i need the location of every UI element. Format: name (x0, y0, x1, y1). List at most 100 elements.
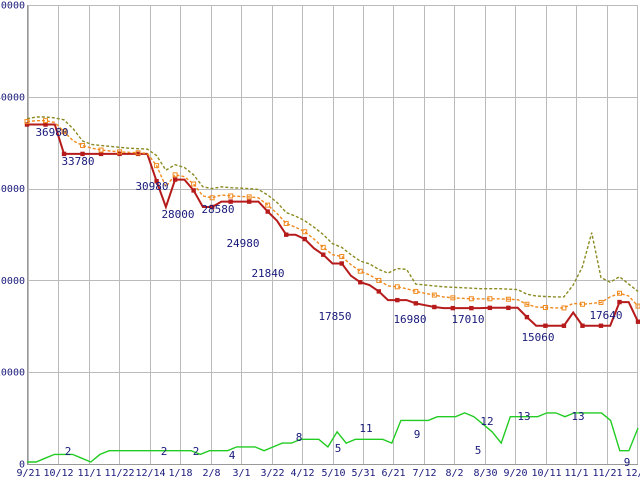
price-label: 17010 (451, 313, 484, 326)
x-tick-label: 12/14 (135, 468, 165, 479)
marker-lowest-price (506, 305, 511, 311)
price-label: 28000 (161, 208, 194, 221)
marker-lowest-price (24, 122, 30, 127)
marker-lowest-price (469, 305, 474, 311)
x-tick-label: 1/18 (168, 468, 192, 479)
data-series (26, 116, 639, 463)
x-tick-label: 11/22 (104, 468, 134, 479)
x-tick-label: 12/6 (625, 468, 640, 479)
axes (27, 5, 638, 465)
marker-lowest-price (228, 199, 233, 204)
marker-lowest-price (524, 314, 530, 320)
marker-average-price (376, 277, 382, 283)
marker-lowest-price (598, 323, 604, 328)
x-tick-label: 10/11 (531, 468, 561, 479)
price-label: 17850 (318, 310, 351, 323)
marker-average-price (61, 129, 67, 135)
price-label: 16980 (393, 313, 426, 326)
count-label: 2 (65, 445, 72, 458)
price-label: 24980 (226, 237, 259, 250)
x-tick-label: 5/31 (351, 468, 375, 479)
x-tick-label: 3/1 (232, 468, 250, 479)
marker-average-price (135, 150, 141, 156)
marker-average-price (246, 194, 252, 200)
marker-average-price (505, 296, 511, 302)
series-line-lowest-price (27, 123, 639, 327)
marker-average-price (524, 301, 530, 307)
marker-lowest-price (43, 122, 48, 127)
marker-lowest-price (246, 199, 252, 204)
marker-average-price (209, 195, 215, 201)
x-tick-label: 4/12 (290, 468, 314, 479)
price-label: 28580 (201, 203, 234, 216)
count-label: 8 (296, 431, 303, 444)
price-label: 17640 (589, 309, 622, 322)
marker-lowest-price (80, 151, 85, 157)
x-axis-tick-labels: 9/21 10/12 11/1 11/22 12/14 1/18 2/8 3/1 3/22 4/1… (16, 468, 640, 479)
count-label: 5 (475, 444, 482, 457)
marker-average-price (283, 220, 289, 226)
marker-lowest-price (265, 209, 270, 214)
marker-lowest-price (302, 236, 307, 242)
marker-lowest-price (98, 151, 104, 157)
marker-lowest-price (135, 151, 141, 157)
data-markers (24, 118, 640, 328)
marker-average-price (579, 301, 585, 307)
x-tick-label: 9/21 (16, 468, 40, 479)
marker-average-price (172, 172, 178, 178)
marker-average-price (394, 284, 400, 290)
x-tick-label: 6/21 (381, 468, 405, 479)
marker-average-price (228, 193, 234, 199)
x-tick-label: 5/10 (321, 468, 345, 479)
y-tick-label: 10000 (0, 368, 25, 379)
count-label: 4 (229, 449, 236, 462)
gridlines (27, 5, 638, 465)
series-line-highest-price (26, 116, 639, 298)
y-tick-label: 40000 (0, 92, 25, 103)
y-axis-tick-labels: 0 10000 20000 30000 40000 50000 (0, 1, 25, 471)
marker-average-price (154, 163, 160, 169)
marker-average-price (487, 296, 493, 302)
marker-lowest-price (432, 304, 437, 310)
marker-average-price (431, 292, 437, 298)
marker-average-price (320, 244, 326, 250)
x-tick-label: 11/1 (564, 468, 588, 479)
marker-average-price (191, 181, 197, 187)
marker-average-price (542, 304, 548, 310)
price-label: 30980 (135, 180, 168, 193)
marker-average-price (635, 303, 640, 309)
marker-lowest-price (172, 177, 178, 182)
count-label: 9 (624, 456, 631, 469)
marker-lowest-price (617, 299, 622, 305)
x-tick-label: 11/1 (77, 468, 101, 479)
marker-average-price (561, 305, 567, 311)
price-data-labels: 36980 33780 30980 28000 28580 24980 21840 17850… (35, 126, 622, 344)
count-label: 11 (359, 422, 372, 435)
marker-average-price (616, 290, 622, 296)
marker-average-price (468, 296, 474, 302)
marker-lowest-price (635, 319, 640, 324)
y-tick-label: 0 (19, 460, 25, 471)
x-tick-label: 9/20 (503, 468, 527, 479)
count-data-labels: 4 8 5 11 9 5 12 13 13 9 2 2 2 (65, 410, 631, 469)
x-tick-label: 3/22 (260, 468, 284, 479)
x-tick-label: 7/12 (412, 468, 436, 479)
count-label: 2 (161, 445, 168, 458)
count-label: 12 (480, 415, 493, 428)
count-label: 5 (335, 442, 342, 455)
price-label: 15060 (521, 331, 554, 344)
price-label: 21840 (251, 267, 284, 280)
count-label: 13 (571, 410, 584, 423)
marker-average-price (302, 229, 308, 235)
marker-lowest-price (376, 289, 381, 294)
marker-average-price (598, 299, 604, 305)
x-tick-label: 2/8 (202, 468, 220, 479)
marker-lowest-price (321, 252, 326, 257)
count-label: 13 (517, 410, 530, 423)
marker-lowest-price (209, 204, 215, 210)
marker-average-price (117, 149, 123, 155)
marker-average-price (413, 288, 419, 294)
marker-lowest-price (395, 297, 400, 303)
marker-lowest-price (61, 151, 67, 157)
